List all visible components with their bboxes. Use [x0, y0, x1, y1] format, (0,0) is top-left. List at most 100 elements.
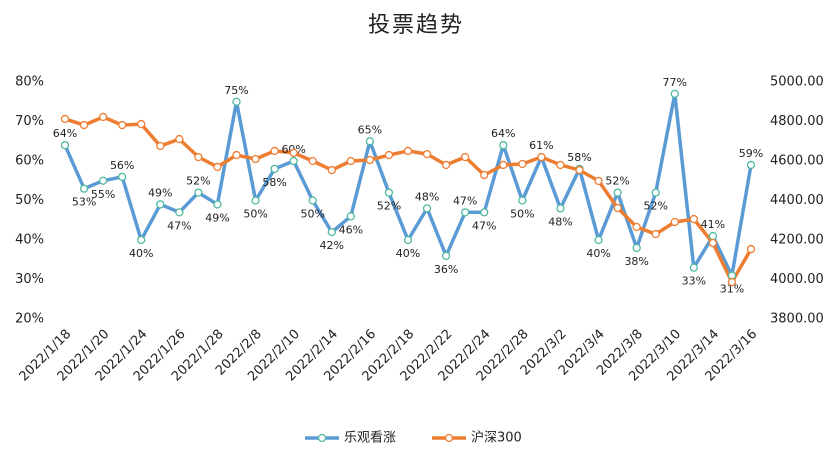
data-label: 50%: [510, 208, 534, 221]
point-marker: [708, 231, 718, 241]
point-marker: [327, 165, 336, 175]
point-marker: [461, 208, 470, 217]
point-marker: [461, 152, 470, 162]
data-label: 65%: [358, 123, 382, 136]
y-tick-label: 80%: [15, 75, 44, 90]
point-marker: [651, 229, 660, 239]
point-marker: [98, 112, 108, 122]
point-marker: [213, 162, 222, 172]
data-label: 52%: [605, 175, 629, 188]
point-marker: [651, 188, 660, 197]
y2-tick-label: 4400.00: [770, 193, 824, 208]
point-marker: [594, 176, 603, 186]
point-marker: [746, 244, 756, 254]
point-marker: [632, 243, 641, 253]
y-tick-label: 20%: [15, 312, 44, 327]
point-marker: [175, 134, 184, 144]
point-marker: [270, 164, 279, 174]
y-tick-label: 50%: [15, 193, 44, 208]
point-marker: [518, 159, 527, 169]
legend-marker: [444, 433, 454, 443]
point-marker: [289, 156, 298, 166]
legend-label: 乐观看涨: [344, 430, 396, 446]
data-label: 46%: [339, 223, 363, 236]
point-marker: [270, 146, 279, 156]
data-label: 47%: [472, 219, 496, 232]
data-label: 59%: [739, 147, 763, 160]
y2-tick-label: 4000.00: [770, 272, 824, 287]
data-label: 40%: [129, 247, 153, 260]
data-label: 50%: [300, 208, 324, 221]
y-tick-label: 30%: [15, 272, 44, 287]
data-label: 49%: [148, 186, 172, 199]
point-marker: [60, 114, 70, 124]
data-label: 52%: [377, 200, 401, 213]
point-marker: [251, 154, 260, 164]
point-marker: [213, 200, 222, 209]
point-marker: [98, 176, 108, 185]
point-marker: [441, 251, 451, 260]
point-marker: [727, 277, 737, 287]
point-marker: [79, 184, 89, 193]
point-marker: [670, 217, 679, 227]
data-label: 75%: [224, 84, 248, 97]
data-label: 36%: [434, 263, 458, 276]
point-marker: [556, 160, 565, 170]
point-marker: [441, 160, 451, 170]
point-marker: [327, 227, 336, 237]
data-label: 47%: [453, 194, 477, 207]
point-marker: [156, 141, 165, 151]
point-marker: [137, 235, 146, 245]
point-marker: [289, 148, 298, 158]
data-label: 40%: [396, 247, 420, 260]
data-label: 61%: [529, 139, 553, 152]
y2-tick-label: 4200.00: [770, 233, 824, 248]
point-marker: [689, 214, 698, 224]
point-marker: [118, 120, 127, 130]
data-label: 53%: [72, 196, 96, 209]
point-marker: [251, 196, 260, 205]
point-marker: [422, 149, 432, 159]
data-label: 55%: [91, 188, 115, 201]
point-marker: [403, 146, 413, 156]
data-label: 41%: [701, 218, 725, 231]
data-label: 64%: [53, 127, 77, 140]
point-marker: [670, 89, 679, 98]
point-marker: [308, 156, 317, 166]
point-marker: [746, 160, 756, 170]
point-marker: [708, 238, 718, 248]
point-marker: [346, 156, 355, 166]
point-marker: [480, 170, 489, 180]
y2-tick-label: 4800.00: [770, 114, 824, 129]
data-label: 77%: [663, 76, 687, 89]
point-marker: [60, 141, 70, 150]
point-marker: [384, 188, 394, 197]
data-label: 64%: [491, 127, 515, 140]
point-marker: [537, 152, 546, 162]
point-marker: [346, 212, 355, 221]
point-marker: [499, 160, 508, 170]
point-marker: [403, 235, 413, 245]
point-marker: [137, 119, 146, 129]
point-marker: [232, 150, 241, 160]
point-marker: [499, 141, 508, 150]
point-marker: [613, 203, 622, 213]
point-marker: [594, 235, 603, 245]
point-marker: [175, 208, 184, 217]
data-label: 58%: [262, 176, 286, 189]
y2-tick-label: 3800.00: [770, 312, 824, 327]
legend-marker: [317, 433, 327, 443]
data-label: 56%: [110, 159, 134, 172]
point-marker: [632, 222, 641, 232]
y-tick-label: 40%: [15, 233, 44, 248]
point-marker: [575, 165, 584, 175]
data-label: 42%: [320, 239, 344, 252]
point-marker: [232, 97, 241, 106]
data-label: 52%: [186, 175, 210, 188]
data-label: 33%: [682, 275, 706, 288]
point-marker: [365, 137, 375, 146]
data-label: 47%: [167, 219, 191, 232]
data-label: 48%: [548, 215, 572, 228]
